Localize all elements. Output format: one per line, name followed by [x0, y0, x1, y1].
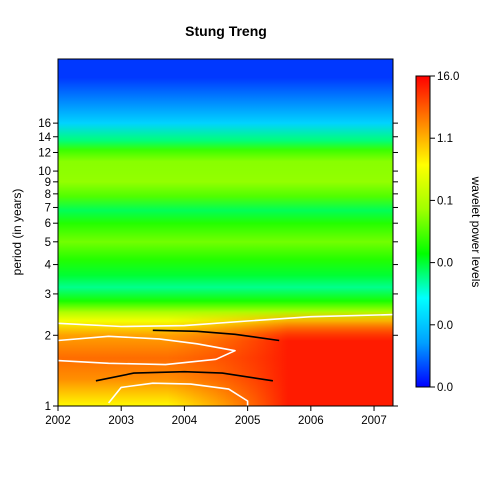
- x-tick-label: 2004: [172, 415, 198, 427]
- x-tick-label: 2006: [298, 415, 324, 427]
- x-axis: 2002 2003 2004 2005 2006 2007: [45, 406, 387, 427]
- x-tick-label: 2005: [235, 415, 261, 427]
- y-tick-label: 10: [38, 166, 51, 178]
- significance-contour: [107, 382, 249, 406]
- colorbar-label: wavelet power levels: [469, 176, 480, 288]
- colorbar-tick-label: 0.0: [437, 320, 453, 332]
- y-tick-label: 5: [45, 237, 51, 249]
- colorbar-tick-label: 0.0: [437, 382, 453, 394]
- y-tick-label: 1: [45, 401, 51, 413]
- colorbar-tick-label: 16.0: [437, 71, 459, 83]
- y-tick-label: 2: [45, 330, 51, 342]
- cone-of-influence-line: [152, 329, 280, 342]
- chart-title: Stung Treng: [185, 23, 267, 39]
- x-tick-label: 2007: [361, 415, 387, 427]
- plot-frame: [57, 58, 394, 407]
- y-tick-label: 3: [45, 289, 51, 301]
- significance-contour: [57, 313, 394, 328]
- heatmap-plot-area: [58, 59, 393, 406]
- x-tick-label: 2003: [108, 415, 134, 427]
- cone-of-influence-lines: [95, 329, 280, 382]
- colorbar-tick-label: 0.0: [437, 258, 453, 270]
- colorbar-gradient: [415, 75, 431, 388]
- colorbar-tick-label: 0.1: [437, 195, 453, 207]
- x-tick-label: 2002: [45, 415, 71, 427]
- y-tick-label: 8: [45, 189, 51, 201]
- colorbar-tick-label: 1.1: [437, 133, 453, 145]
- y-tick-label: 7: [45, 202, 51, 214]
- y-tick-label: 6: [45, 218, 51, 230]
- y-tick-label: 4: [45, 260, 52, 272]
- y-axis-label: period (in years): [10, 189, 24, 276]
- significance-contours: [57, 313, 394, 406]
- high-power-region: [167, 311, 393, 406]
- colorbar: 0.0 0.0 0.0 0.1 1.1 16.0: [415, 71, 459, 394]
- y-tick-label: 9: [45, 177, 51, 189]
- cone-of-influence-line: [95, 370, 274, 382]
- y-tick-label: 16: [38, 118, 51, 130]
- y-tick-label: 12: [38, 147, 51, 159]
- significance-contour: [57, 335, 236, 366]
- y-tick-label: 14: [38, 132, 51, 144]
